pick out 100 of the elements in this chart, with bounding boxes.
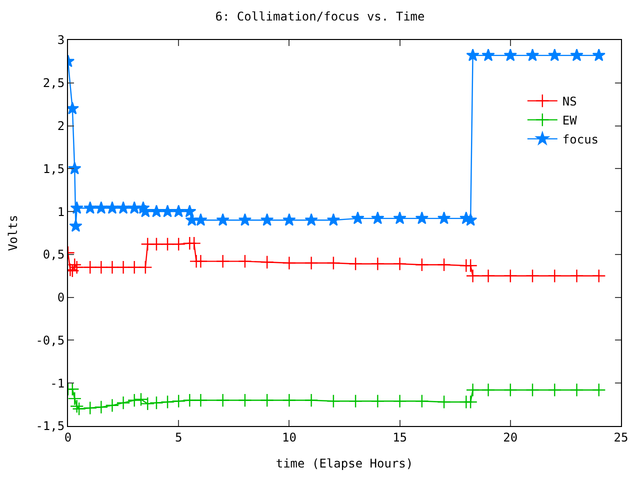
point: [70, 260, 84, 274]
point: [370, 256, 385, 271]
point: [415, 258, 429, 272]
point: [105, 260, 120, 274]
y-tick-label: -0,5: [36, 333, 65, 348]
point: [466, 268, 480, 283]
chart-title: 6: Collimation/focus vs. Time: [215, 9, 425, 24]
point: [84, 201, 97, 214]
point: [150, 237, 164, 252]
point: [437, 395, 451, 409]
point: [504, 383, 518, 397]
point: [138, 260, 152, 274]
point: [326, 394, 340, 408]
point: [393, 212, 406, 224]
y-tick-label: -1: [50, 376, 65, 390]
point: [392, 394, 407, 408]
point: [128, 201, 141, 214]
point: [194, 393, 208, 408]
point: [282, 393, 296, 408]
point: [105, 398, 120, 412]
point: [326, 213, 340, 226]
point: [392, 256, 407, 271]
point: [304, 256, 318, 270]
x-tick-label: 10: [282, 430, 296, 444]
point: [481, 383, 496, 397]
point: [570, 268, 584, 283]
point: [466, 383, 480, 397]
point: [504, 48, 517, 62]
point: [592, 268, 606, 283]
point: [194, 213, 208, 226]
point: [70, 399, 84, 414]
y-tick-label: 0: [57, 290, 65, 305]
point: [526, 268, 540, 283]
point: [182, 393, 197, 408]
point: [481, 268, 496, 283]
point: [304, 393, 318, 408]
point: [70, 201, 84, 214]
point: [150, 204, 164, 218]
point: [94, 260, 108, 274]
point: [238, 213, 252, 226]
point: [464, 395, 478, 409]
y-tick-label: 1,5: [42, 162, 65, 176]
point: [172, 394, 186, 408]
point: [466, 48, 480, 62]
legend-label: focus: [562, 132, 599, 146]
point: [260, 255, 274, 270]
point: [138, 204, 152, 218]
point: [216, 393, 230, 408]
point: [592, 383, 606, 397]
point: [94, 201, 108, 214]
point: [216, 254, 230, 268]
point: [260, 213, 274, 226]
y-tick-label: 0,5: [42, 248, 65, 262]
point: [526, 383, 540, 397]
point: [127, 393, 142, 408]
point: [570, 383, 584, 397]
x-tick-label: 5: [174, 430, 182, 444]
y-tick-label: 2,5: [42, 76, 65, 90]
point: [415, 394, 429, 408]
point: [160, 395, 174, 409]
point: [504, 268, 518, 283]
point: [69, 219, 82, 232]
point: [282, 213, 296, 226]
x-tick-label: 25: [614, 430, 628, 444]
point: [68, 162, 82, 174]
point: [437, 212, 451, 224]
point: [172, 204, 186, 218]
point: [348, 394, 362, 408]
point: [282, 256, 296, 270]
x-tick-label: 20: [503, 430, 518, 444]
point: [304, 213, 318, 226]
point: [83, 401, 98, 415]
point: [371, 212, 384, 224]
point: [548, 268, 562, 283]
point: [116, 396, 130, 410]
point: [160, 237, 174, 252]
legend-label: EW: [562, 114, 578, 128]
point: [194, 254, 208, 268]
point: [548, 383, 562, 397]
point: [72, 402, 86, 416]
point: [437, 258, 451, 272]
x-tick-label: 15: [392, 430, 408, 444]
point: [464, 258, 478, 272]
point: [83, 260, 98, 274]
legend-label: NS: [562, 94, 577, 108]
point: [116, 260, 130, 274]
point: [592, 48, 606, 62]
y-tick-label: 1: [57, 204, 65, 219]
point: [187, 236, 201, 250]
y-tick-label: 3: [57, 33, 65, 48]
y-tick-label: -1,5: [36, 419, 65, 434]
point: [94, 400, 108, 414]
point: [351, 212, 364, 224]
point: [570, 48, 584, 62]
point: [260, 393, 274, 408]
point: [150, 396, 164, 410]
point: [526, 48, 540, 62]
point: [106, 201, 119, 214]
point: [238, 393, 252, 408]
point: [238, 254, 252, 268]
